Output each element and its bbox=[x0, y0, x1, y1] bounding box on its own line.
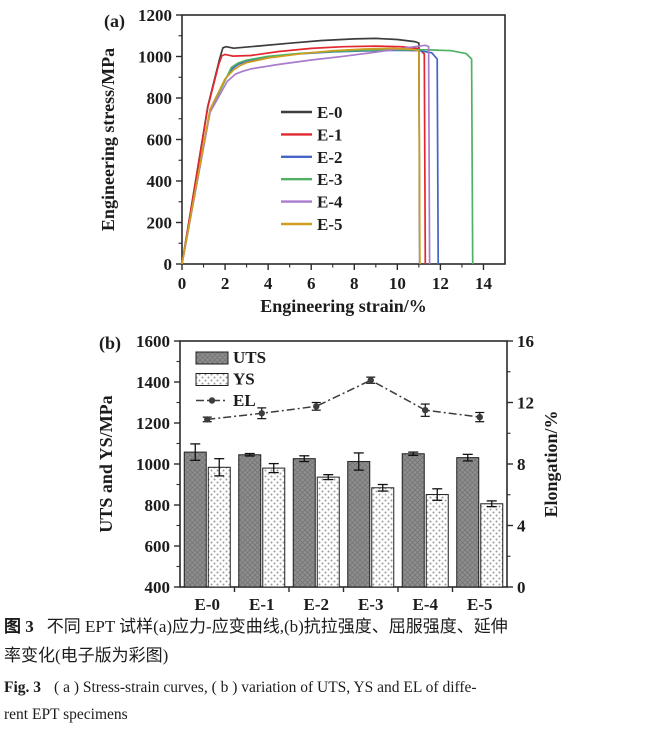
bar-YS-E-5 bbox=[480, 503, 504, 588]
legend-label-E-0: E-0 bbox=[317, 103, 343, 122]
el-marker-E-0 bbox=[204, 416, 211, 423]
caption-en: Fig. 3 ( a ) Stress-strain curves, ( b ) … bbox=[4, 674, 659, 728]
y-tick-label: 200 bbox=[147, 214, 173, 233]
stress-strain-svg: 0 2 4 6 8 10 12 14 0 200 400 600 800 1000 1200 Engineer… bbox=[98, 6, 506, 316]
bar-YS-E-1 bbox=[262, 467, 286, 588]
y-axis-title-b-right: Elongation/% bbox=[541, 410, 561, 517]
x-axis-title-a: Engineering strain/% bbox=[260, 296, 427, 316]
x-tick-label: 14 bbox=[475, 274, 493, 293]
el-marker-E-5 bbox=[476, 413, 483, 421]
curve-E-1 bbox=[181, 45, 427, 265]
curve-E-5 bbox=[181, 47, 421, 265]
legend-label-uts: UTS bbox=[233, 348, 266, 367]
bar-UTS-E-4 bbox=[401, 453, 425, 588]
legend-label-E-2: E-2 bbox=[317, 148, 343, 167]
y-axis-title-a: Engineering stress/MPa bbox=[98, 48, 118, 231]
bar-YS-E-3 bbox=[371, 487, 395, 588]
caption-zh: 图 3 不同 EPT 试样(a)应力-应变曲线,(b)抗拉强度、屈服强度、延伸率变… bbox=[4, 612, 659, 670]
legend-label-E-3: E-3 bbox=[317, 170, 343, 189]
caption-en-line1: ( a ) Stress-strain curves, ( b ) variat… bbox=[54, 679, 477, 696]
bar-UTS-E-1 bbox=[238, 454, 262, 588]
y-axis-title-b-left: UTS and YS/MPa bbox=[96, 395, 116, 532]
x-tick-label: 0 bbox=[178, 274, 187, 293]
x-tick-label: 2 bbox=[221, 274, 230, 293]
right-tick-label: 4 bbox=[517, 517, 526, 536]
caption-zh-line2: 率变化(电子版为彩图) bbox=[4, 646, 169, 665]
bar-UTS-E-2 bbox=[292, 458, 316, 588]
y-tick-label: 1000 bbox=[138, 48, 172, 67]
el-marker-E-1 bbox=[258, 410, 265, 417]
x-tick-label: 6 bbox=[307, 274, 316, 293]
legend-label-E-4: E-4 bbox=[317, 193, 343, 212]
bar-UTS-E-5 bbox=[456, 457, 480, 588]
legend-marker-el bbox=[208, 397, 216, 404]
legend-label-E-5: E-5 bbox=[317, 215, 343, 234]
category-label-E-3: E-3 bbox=[358, 595, 384, 614]
left-tick-label: 1600 bbox=[136, 332, 170, 351]
y-tick-label: 1200 bbox=[138, 6, 172, 25]
legend-swatch-ys bbox=[195, 373, 229, 386]
panel-label-b: (b) bbox=[99, 333, 121, 354]
caption-zh-label: 图 3 bbox=[4, 617, 34, 636]
legend-label-E-1: E-1 bbox=[317, 125, 343, 144]
x-tick-label: 8 bbox=[350, 274, 359, 293]
x-tick-label: 10 bbox=[389, 274, 406, 293]
right-tick-label: 0 bbox=[517, 578, 526, 597]
left-tick-label: 800 bbox=[145, 496, 171, 515]
left-tick-label: 1200 bbox=[136, 414, 170, 433]
uts-ys-el-chart: 400 600 800 1000 1200 1400 1600 0 4 8 12 16 E-0 E-1 E-… bbox=[0, 325, 663, 622]
curve-E-4 bbox=[181, 44, 431, 265]
left-tick-label: 1000 bbox=[136, 455, 170, 474]
bar-YS-E-4 bbox=[425, 494, 449, 588]
stress-strain-chart: 0 2 4 6 8 10 12 14 0 200 400 600 800 1000 1200 Engineer… bbox=[0, 0, 663, 330]
y-tick-label: 600 bbox=[147, 131, 173, 150]
el-marker-E-2 bbox=[313, 403, 320, 410]
figure-caption: 图 3 不同 EPT 试样(a)应力-应变曲线,(b)抗拉强度、屈服强度、延伸率变… bbox=[4, 612, 659, 728]
category-label-E-0: E-0 bbox=[195, 595, 221, 614]
legend-swatch-uts bbox=[195, 351, 229, 365]
category-label-E-1: E-1 bbox=[249, 595, 275, 614]
panel-label-a: (a) bbox=[104, 11, 125, 32]
uts-ys-el-svg: 400 600 800 1000 1200 1400 1600 0 4 8 12 16 E-0 E-1 E-… bbox=[96, 332, 561, 614]
caption-en-label: Fig. 3 bbox=[4, 679, 42, 696]
bar-YS-E-0 bbox=[207, 466, 231, 588]
el-marker-E-3 bbox=[367, 377, 374, 384]
caption-en-line2: rent EPT specimens bbox=[4, 706, 128, 723]
category-label-E-4: E-4 bbox=[413, 595, 439, 614]
category-label-E-2: E-2 bbox=[304, 595, 330, 614]
bar-YS-E-2 bbox=[316, 476, 340, 588]
right-tick-label: 12 bbox=[517, 394, 534, 413]
legend-label-ys: YS bbox=[233, 370, 255, 389]
right-tick-label: 16 bbox=[517, 332, 534, 351]
left-tick-label: 1400 bbox=[136, 373, 170, 392]
left-tick-label: 600 bbox=[145, 537, 171, 556]
bar-UTS-E-0 bbox=[183, 451, 207, 588]
bar-UTS-E-3 bbox=[347, 461, 371, 588]
left-tick-label: 400 bbox=[145, 578, 171, 597]
y-tick-label: 400 bbox=[147, 172, 173, 191]
right-tick-label: 8 bbox=[517, 455, 526, 474]
caption-zh-line1: 不同 EPT 试样(a)应力-应变曲线,(b)抗拉强度、屈服强度、延伸 bbox=[46, 617, 508, 636]
x-tick-label: 4 bbox=[264, 274, 273, 293]
y-tick-label: 800 bbox=[147, 89, 173, 108]
curve-E-0 bbox=[181, 37, 421, 265]
el-line bbox=[207, 379, 480, 421]
el-marker-E-4 bbox=[422, 406, 429, 414]
y-tick-label: 0 bbox=[164, 255, 173, 274]
x-tick-label: 12 bbox=[432, 274, 449, 293]
category-label-E-5: E-5 bbox=[467, 595, 493, 614]
legend-label-el: EL bbox=[233, 391, 256, 410]
